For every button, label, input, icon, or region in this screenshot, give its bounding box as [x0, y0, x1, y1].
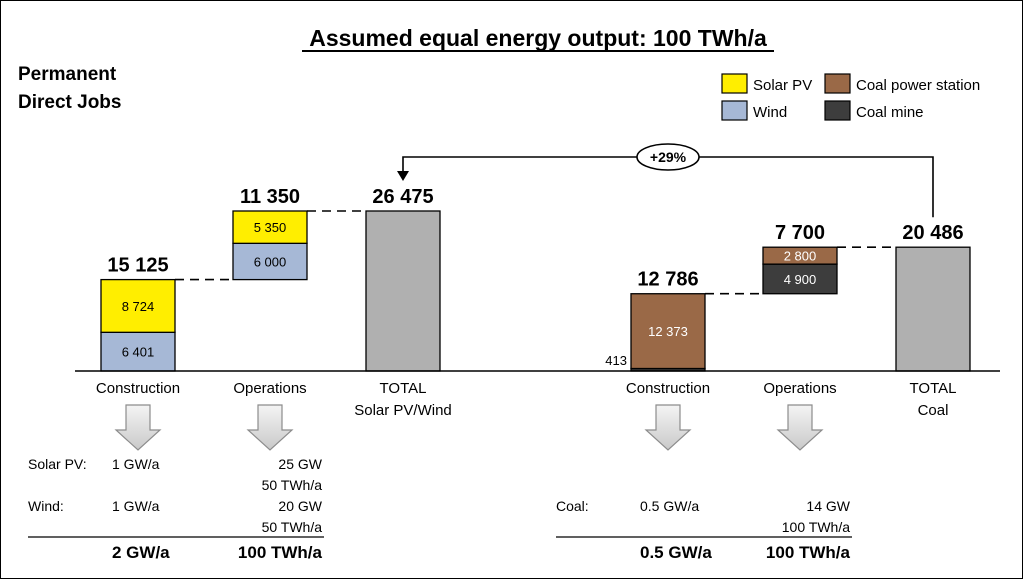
down-arrow-operations-coal — [776, 404, 824, 451]
bar-segment-solar_wind-2-total — [365, 210, 441, 372]
plot-area: 6 401 8 724 15 125 Construction 6 000 5 350 11… — [96, 186, 971, 419]
comparison-bracket: +29% — [397, 143, 934, 218]
renewables-total-construction: 2 GW/a — [112, 543, 170, 562]
legend-swatch-coal-power-station — [824, 73, 851, 94]
coal-total-operations: 100 TWh/a — [766, 543, 851, 562]
bar-segment-coal-2-total — [895, 246, 971, 372]
row-label-solar: Solar PV: — [28, 456, 87, 472]
comparison-arrowhead — [397, 171, 409, 181]
segment-label-solar_wind-0-solar: 8 724 — [122, 299, 155, 314]
coal-operations-capacity: 14 GW — [806, 498, 850, 514]
capacity-table-renewables: Solar PV: 1 GW/a 25 GW 50 TWh/a Wind: 1 … — [28, 456, 324, 562]
legend-label-solar-pv: Solar PV — [753, 77, 812, 94]
bar-segment-solar_wind-1-wind — [232, 242, 308, 281]
bar-segment-coal-0-coal_power_station — [630, 293, 706, 370]
category-label-coal-0: Construction — [626, 380, 710, 397]
category-label-coal-2-line2: Coal — [918, 402, 949, 419]
solar-operations-capacity: 25 GW — [278, 456, 322, 472]
renewables-total-operations: 100 TWh/a — [238, 543, 323, 562]
coal-operations-energy: 100 TWh/a — [782, 519, 850, 535]
legend-label-wind: Wind — [753, 104, 787, 121]
category-label-coal-1: Operations — [763, 380, 836, 397]
bar-segment-solar_wind-1-solar — [232, 210, 308, 244]
legend-label-coal-mine: Coal mine — [856, 104, 924, 121]
coal-total-construction: 0.5 GW/a — [640, 543, 712, 562]
category-label-solar_wind-1: Operations — [233, 380, 306, 397]
bar-segment-coal-1-coal_mine — [762, 263, 838, 295]
down-arrow-construction-coal — [644, 404, 692, 451]
coal-construction: 0.5 GW/a — [640, 498, 699, 514]
solar-construction: 1 GW/a — [112, 456, 160, 472]
wind-operations-energy: 50 TWh/a — [262, 519, 323, 535]
flow-arrows — [114, 404, 824, 451]
segment-label-coal-0-coal_power_station: 12 373 — [648, 324, 688, 339]
solar-operations-energy: 50 TWh/a — [262, 477, 323, 493]
legend-swatch-wind — [721, 100, 748, 121]
segment-label-solar_wind-1-solar: 5 350 — [254, 220, 287, 235]
wind-operations-capacity: 20 GW — [278, 498, 322, 514]
bar-segment-coal-1-coal_power_station — [762, 246, 838, 265]
subtitle-line-1: Permanent — [18, 64, 117, 85]
down-arrow-operations-renewables — [246, 404, 294, 451]
bar-segment-solar_wind-0-solar — [100, 278, 176, 333]
total-label-solar_wind-0: 15 125 — [107, 255, 168, 277]
capacity-table-coal: Coal: 0.5 GW/a 14 GW 100 TWh/a 0.5 GW/a … — [556, 498, 852, 562]
category-label-solar_wind-2-line2: Solar PV/Wind — [354, 402, 452, 419]
legend-swatch-solar-pv — [721, 73, 748, 94]
segment-label-solar_wind-1-wind: 6 000 — [254, 254, 287, 269]
category-label-solar_wind-0: Construction — [96, 380, 180, 397]
row-label-coal: Coal: — [556, 498, 589, 514]
total-label-coal-2: 20 486 — [902, 222, 963, 244]
total-label-coal-0: 12 786 — [637, 269, 698, 291]
segment-label-coal-1-coal_mine: 4 900 — [784, 272, 817, 287]
comparison-percent: +29% — [650, 149, 687, 165]
segment-label-coal-0-coal_mine: 413 — [605, 353, 627, 368]
row-label-wind: Wind: — [28, 498, 64, 514]
legend: Solar PV Coal power station Wind Coal mi… — [721, 73, 980, 121]
wind-construction: 1 GW/a — [112, 498, 160, 514]
category-label-coal-2: TOTAL — [910, 380, 957, 397]
chart-title: Assumed equal energy output: 100 TWh/a — [309, 25, 767, 51]
down-arrow-construction-renewables — [114, 404, 162, 451]
total-label-solar_wind-1: 11 350 — [240, 186, 300, 208]
subtitle-line-2: Direct Jobs — [18, 92, 121, 113]
legend-label-coal-power-station: Coal power station — [856, 77, 980, 94]
segment-label-coal-1-coal_power_station: 2 800 — [784, 249, 817, 264]
comparison-badge — [636, 143, 700, 171]
segment-label-solar_wind-0-wind: 6 401 — [122, 345, 155, 360]
total-label-solar_wind-2: 26 475 — [372, 186, 433, 208]
total-label-coal-1: 7 700 — [775, 222, 825, 244]
category-label-solar_wind-2: TOTAL — [380, 380, 427, 397]
legend-swatch-coal-mine — [824, 100, 851, 121]
